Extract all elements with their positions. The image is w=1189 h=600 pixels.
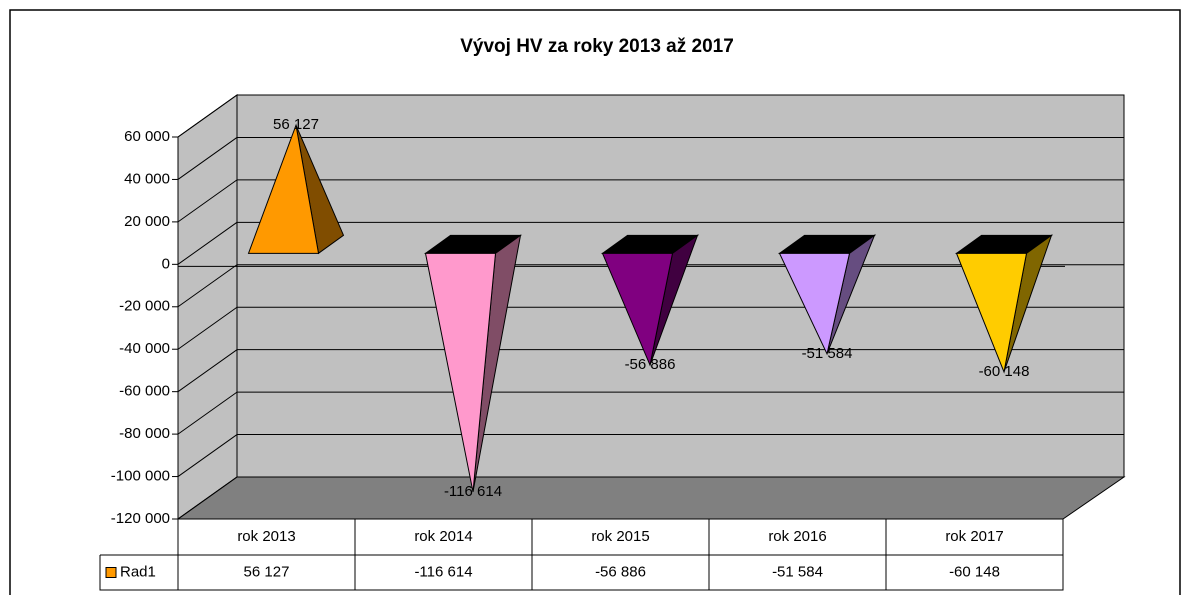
grid-line [177,179,238,223]
grid-line [177,264,238,308]
grid-line [177,94,238,138]
table-value: 56 127 [244,563,290,580]
y-tick-label: -80 000 [119,425,170,442]
pyramid-front [778,252,851,356]
y-tick-label: -60 000 [119,383,170,400]
grid-line [177,306,238,350]
legend-swatch [105,567,117,578]
value-label: 56 127 [273,116,319,133]
y-tick-label: 0 [162,255,170,272]
table-category: rok 2015 [591,528,649,545]
y-tick-label: 20 000 [124,213,170,230]
table-value: -56 886 [595,563,646,580]
value-label: -60 148 [979,363,1030,380]
grid-line [177,476,238,520]
table-value: -51 584 [772,563,823,580]
pyramid-front [424,252,497,492]
table-value: -116 614 [414,563,472,580]
value-label: -56 886 [625,356,676,373]
pyramid-front [247,123,320,254]
y-tick-label: 60 000 [124,128,170,145]
grid-line [177,137,238,180]
pyramid-front [955,252,1028,374]
y-tick-label: -20 000 [119,298,170,315]
value-label: -51 584 [802,345,853,362]
table-category: rok 2017 [945,528,1003,545]
grid-line [177,434,238,477]
table-category: rok 2016 [768,528,826,545]
floor [176,476,1126,520]
chart-title: Vývoj HV za roky 2013 až 2017 [460,36,734,57]
table-grid [99,519,1064,591]
chart-border [9,9,1181,595]
value-label: -116 614 [444,483,502,500]
y-tick-label: -120 000 [111,510,170,527]
legend-label: Rad1 [120,563,156,580]
table-value: -60 148 [949,563,1000,580]
y-tick-label: 40 000 [124,170,170,187]
pyramid-front [601,252,674,367]
table-category: rok 2014 [414,528,472,545]
grid-line [177,221,238,265]
grid-line [177,391,238,435]
grid-line [177,349,238,393]
table-category: rok 2013 [237,528,295,545]
y-tick-label: -100 000 [111,468,170,485]
y-tick-label: -40 000 [119,340,170,357]
